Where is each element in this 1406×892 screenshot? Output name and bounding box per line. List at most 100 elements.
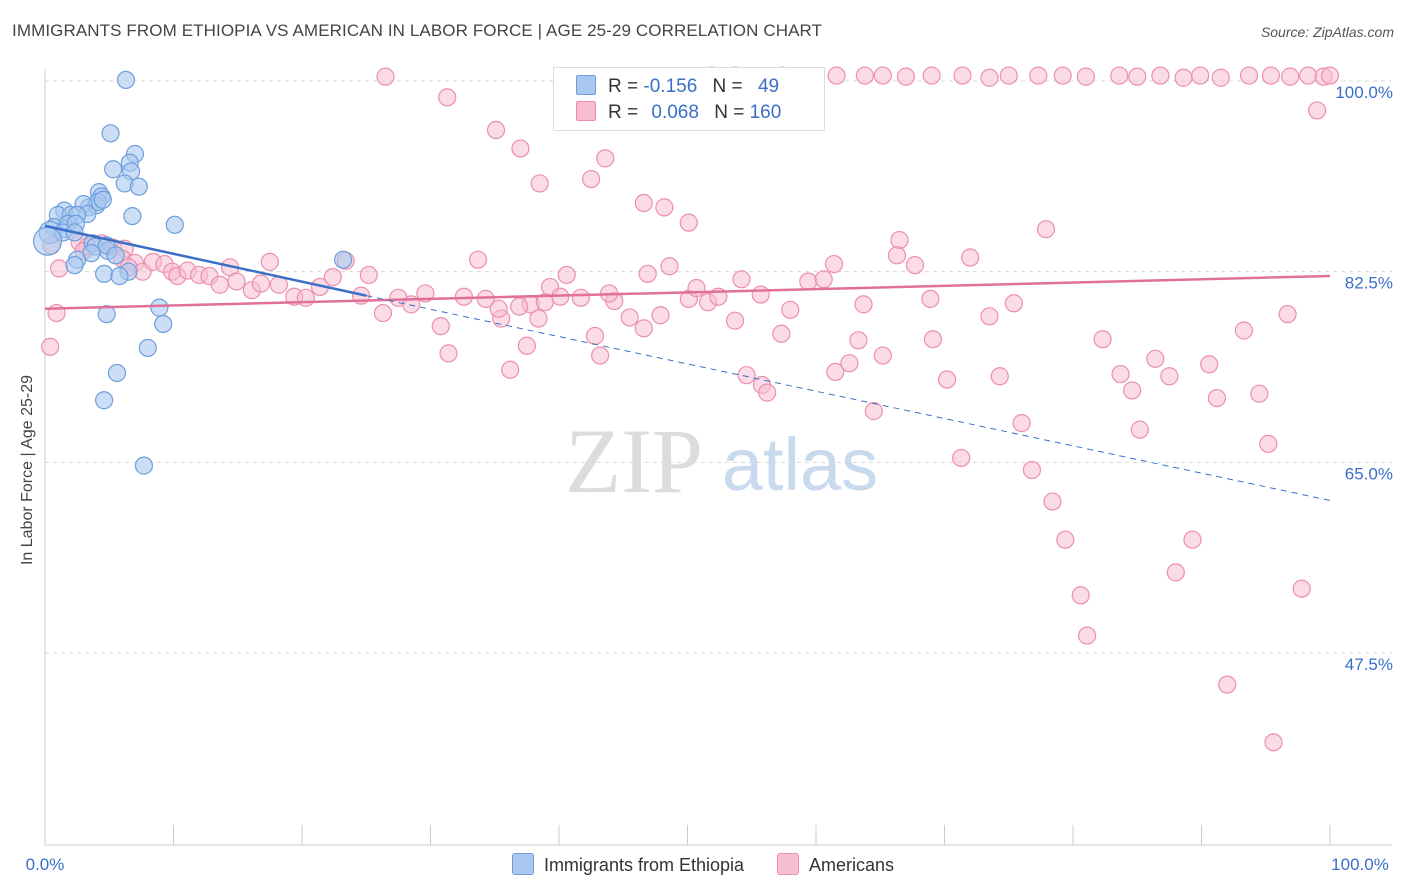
legend-item-americans: Americans — [777, 853, 894, 876]
y-tick-label: 82.5% — [1345, 274, 1393, 293]
legend-n-label: N = — [712, 76, 743, 97]
data-point-americans — [1183, 530, 1202, 549]
legend-r-label: R = — [608, 102, 639, 123]
data-point-americans — [922, 66, 941, 85]
data-point-americans — [1151, 66, 1170, 85]
data-point-ethiopia — [95, 264, 114, 283]
data-point-ethiopia — [123, 207, 142, 226]
data-point-americans — [999, 66, 1018, 85]
data-point-ethiopia — [110, 266, 129, 286]
data-point-americans — [1093, 330, 1112, 349]
data-point-ethiopia — [93, 190, 112, 209]
data-point-ethiopia — [101, 124, 120, 143]
data-point-americans — [1234, 321, 1254, 340]
legend-r-value: 0.068 — [651, 102, 699, 123]
data-point-americans — [468, 250, 488, 269]
data-point-americans — [1029, 66, 1048, 85]
data-point-americans — [953, 66, 972, 85]
data-point-americans — [41, 337, 60, 356]
legend-r-value: -0.156 — [643, 76, 698, 97]
data-point-americans — [438, 88, 457, 107]
data-point-americans — [651, 306, 670, 325]
y-axis-label: In Labor Force | Age 25-29 — [19, 374, 36, 566]
data-point-americans — [758, 383, 777, 402]
data-point-americans — [923, 330, 943, 349]
data-point-americans — [557, 265, 576, 285]
trend-line-ethiopia — [44, 224, 367, 297]
data-point-americans — [1191, 66, 1210, 85]
series-legend: Immigrants from Ethiopia Americans — [0, 853, 1406, 876]
data-point-americans — [210, 275, 229, 294]
watermark-atlas: atlas — [722, 423, 878, 506]
data-point-americans — [781, 300, 800, 319]
data-point-americans — [896, 67, 916, 86]
data-point-americans — [1022, 460, 1041, 480]
data-point-americans — [921, 289, 940, 309]
data-point-americans — [296, 288, 315, 307]
series-ethiopia-points — [32, 70, 353, 475]
legend-n-value: 160 — [749, 102, 782, 123]
data-point-americans — [814, 270, 833, 289]
data-point-americans — [1174, 68, 1193, 87]
data-point-americans — [1123, 381, 1142, 400]
data-point-americans — [990, 367, 1009, 386]
chart-title: IMMIGRANTS FROM ETHIOPIA VS AMERICAN IN … — [12, 21, 823, 40]
data-point-americans — [1259, 434, 1278, 453]
data-point-americans — [725, 311, 745, 330]
y-tick-label: 47.5% — [1345, 655, 1393, 674]
data-point-americans — [1004, 294, 1023, 313]
data-point-americans — [585, 326, 605, 346]
data-point-americans — [1078, 626, 1097, 645]
legend-n-value: 49 — [757, 76, 780, 97]
data-point-americans — [1036, 220, 1056, 239]
legend-swatch-americans — [777, 853, 800, 875]
data-point-americans — [376, 67, 395, 86]
data-point-ethiopia — [95, 391, 114, 410]
data-point-americans — [596, 149, 615, 168]
legend-item-ethiopia: Immigrants from Ethiopia — [511, 853, 744, 876]
data-point-americans — [634, 319, 653, 338]
data-point-ethiopia — [334, 250, 353, 269]
data-point-americans — [1012, 414, 1031, 433]
data-point-ethiopia — [154, 314, 173, 334]
data-point-americans — [827, 66, 846, 85]
data-point-americans — [1250, 384, 1269, 403]
data-point-americans — [980, 68, 999, 87]
y-tick-label: 65.0% — [1345, 464, 1393, 483]
data-point-americans — [890, 230, 909, 250]
data-point-ethiopia — [134, 456, 154, 475]
data-point-americans — [535, 293, 554, 312]
data-point-americans — [732, 270, 751, 289]
data-point-americans — [1218, 675, 1237, 694]
legend-label-americans: Americans — [809, 855, 895, 875]
data-point-americans — [1146, 349, 1165, 368]
data-point-ethiopia — [97, 305, 116, 324]
data-point-americans — [1043, 492, 1062, 511]
data-point-americans — [486, 120, 506, 140]
data-point-americans — [529, 309, 548, 328]
data-point-ethiopia — [104, 160, 123, 179]
data-point-americans — [1207, 388, 1227, 408]
data-point-americans — [751, 285, 770, 304]
trend-line-americans — [44, 274, 1331, 310]
data-point-ethiopia — [116, 70, 136, 90]
data-point-americans — [1278, 305, 1297, 324]
data-point-ethiopia — [129, 177, 148, 196]
data-point-americans — [571, 288, 590, 307]
legend-swatch-ethiopia — [576, 75, 596, 95]
data-point-ethiopia — [106, 246, 125, 265]
data-point-americans — [431, 317, 450, 336]
data-point-americans — [952, 448, 971, 468]
data-point-americans — [849, 331, 868, 350]
data-point-americans — [227, 272, 246, 291]
data-point-americans — [530, 174, 549, 193]
data-point-americans — [1071, 586, 1090, 605]
data-point-americans — [799, 272, 818, 291]
data-point-americans — [1166, 563, 1185, 582]
tick-labels: 100.0% 82.5% 65.0% 47.5% 0.0% 100.0% — [26, 83, 1393, 874]
series-americans-points — [41, 66, 1340, 752]
data-point-americans — [638, 264, 657, 283]
data-point-americans — [864, 402, 883, 421]
data-point-americans — [887, 246, 907, 265]
